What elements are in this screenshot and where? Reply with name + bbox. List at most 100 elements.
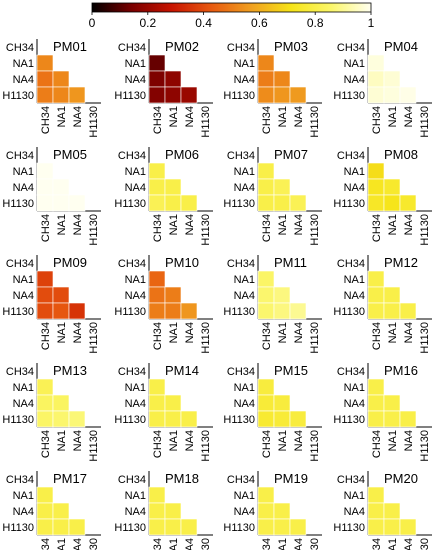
heatmap-cell [164,286,182,304]
heatmap-cell [289,410,307,428]
heatmap-cell [273,302,291,320]
x-tick-label: NA1 [277,430,289,451]
panel-title: PM06 [165,147,199,162]
heatmap-cell [367,502,385,520]
y-tick-label: H1130 [223,522,255,534]
panel-pm14: CH34 NA1 NA4 H1130 CH34 NA1 NA4 H1130 PM14 [114,363,213,462]
heatmap-cell [36,86,54,104]
heatmap-cell [273,394,291,412]
heatmap-cell [257,194,275,212]
x-tick-label: NA1 [168,322,180,343]
y-tick-label: NA4 [125,182,146,194]
x-tick-label: H1130 [419,322,431,354]
x-tick-label: NA4 [72,538,84,550]
x-tick-label: CH34 [40,538,52,550]
panel-title: PM20 [384,471,418,486]
heatmap-cell [180,86,198,104]
y-tick-label: H1130 [223,90,255,102]
panel-pm12: CH34 NA1 NA4 H1130 CH34 NA1 NA4 H1130 PM12 [333,255,432,354]
panel-pm02: CH34 NA1 NA4 H1130 CH34 NA1 NA4 H1130 PM02 [114,39,213,138]
x-tick-label: NA4 [403,538,415,550]
panel-pm16: CH34 NA1 NA4 H1130 CH34 NA1 NA4 H1130 PM16 [333,363,432,462]
heatmap-cell [36,54,54,72]
x-tick-label: H1130 [200,106,212,138]
heatmap-cell [36,486,54,504]
panel-title: PM10 [165,255,199,270]
panel-pm20: CH34 NA1 NA4 H1130 CH34 NA1 NA4 H1130 PM20 [333,471,432,555]
x-tick-label: CH34 [40,106,52,134]
y-tick-label: NA1 [13,274,34,286]
x-tick-label: CH34 [40,322,52,350]
x-tick-label: NA4 [72,430,84,451]
heatmap-cell [36,70,54,88]
panel-pm11: CH34 NA1 NA4 H1130 CH34 NA1 NA4 H1130 PM11 [223,255,322,354]
x-tick-label: H1130 [200,322,212,354]
heatmap-cell [36,502,54,520]
heatmap-cell [148,270,166,288]
x-tick-label: CH34 [152,430,164,458]
y-tick-label: H1130 [333,522,365,534]
y-tick-label: NA1 [125,490,146,502]
x-tick-label: H1130 [309,538,321,550]
x-tick-label: NA4 [184,322,196,343]
heatmap-cell [367,178,385,196]
heatmap-cell [367,86,385,104]
x-tick-label: CH34 [261,430,273,458]
x-tick-label: NA4 [293,106,305,127]
heatmap-cell [52,286,70,304]
x-tick-label: NA4 [184,106,196,127]
y-tick-label: CH34 [337,150,365,162]
panel-pm01: CH34 NA1 NA4 H1130 CH34 NA1 NA4 H1130 PM01 [2,39,101,138]
y-tick-label: NA4 [13,182,34,194]
y-tick-label: H1130 [114,198,146,210]
heatmap-cell [399,302,417,320]
heatmap-cell [383,70,401,88]
heatmap-cell [148,486,166,504]
heatmap-cell [148,518,166,536]
x-tick-label: NA4 [293,322,305,343]
heatmap-cell [148,410,166,428]
y-tick-label: H1130 [2,306,34,318]
heatmap-cell [383,302,401,320]
x-tick-label: NA1 [277,322,289,343]
heatmap-cell [36,518,54,536]
colorbar-tick-label: 0.2 [139,16,156,30]
x-tick-label: CH34 [40,214,52,242]
panel-title: PM04 [384,39,418,54]
heatmap-cell [257,518,275,536]
y-tick-label: NA1 [13,166,34,178]
heatmap-cell [148,86,166,104]
heatmap-cell [68,86,86,104]
panel-title: PM12 [384,255,418,270]
y-tick-label: NA1 [125,166,146,178]
heatmap-cell [164,194,182,212]
heatmap-cell [399,410,417,428]
heatmap-cell [52,86,70,104]
panel-pm10: CH34 NA1 NA4 H1130 CH34 NA1 NA4 H1130 PM10 [114,255,213,354]
y-tick-label: H1130 [223,414,255,426]
panel-title: PM15 [274,363,308,378]
x-tick-label: NA1 [168,106,180,127]
x-tick-label: NA1 [56,214,68,235]
heatmap-cell [273,86,291,104]
heatmap-cell [273,70,291,88]
y-tick-label: H1130 [114,306,146,318]
x-tick-label: NA1 [56,106,68,127]
y-tick-label: CH34 [227,258,255,270]
y-tick-label: H1130 [223,306,255,318]
x-tick-label: CH34 [152,322,164,350]
x-tick-label: CH34 [371,538,383,550]
heatmap-cell [164,518,182,536]
y-tick-label: NA4 [125,290,146,302]
x-tick-label: H1130 [309,106,321,138]
y-tick-label: NA1 [234,274,255,286]
x-tick-label: H1130 [419,214,431,246]
heatmap-cell [383,194,401,212]
y-tick-label: NA4 [125,506,146,518]
heatmap-cell [257,70,275,88]
y-tick-label: NA1 [125,274,146,286]
panel-title: PM11 [274,255,307,270]
heatmap-cell [289,518,307,536]
heatmap-cell [257,162,275,180]
